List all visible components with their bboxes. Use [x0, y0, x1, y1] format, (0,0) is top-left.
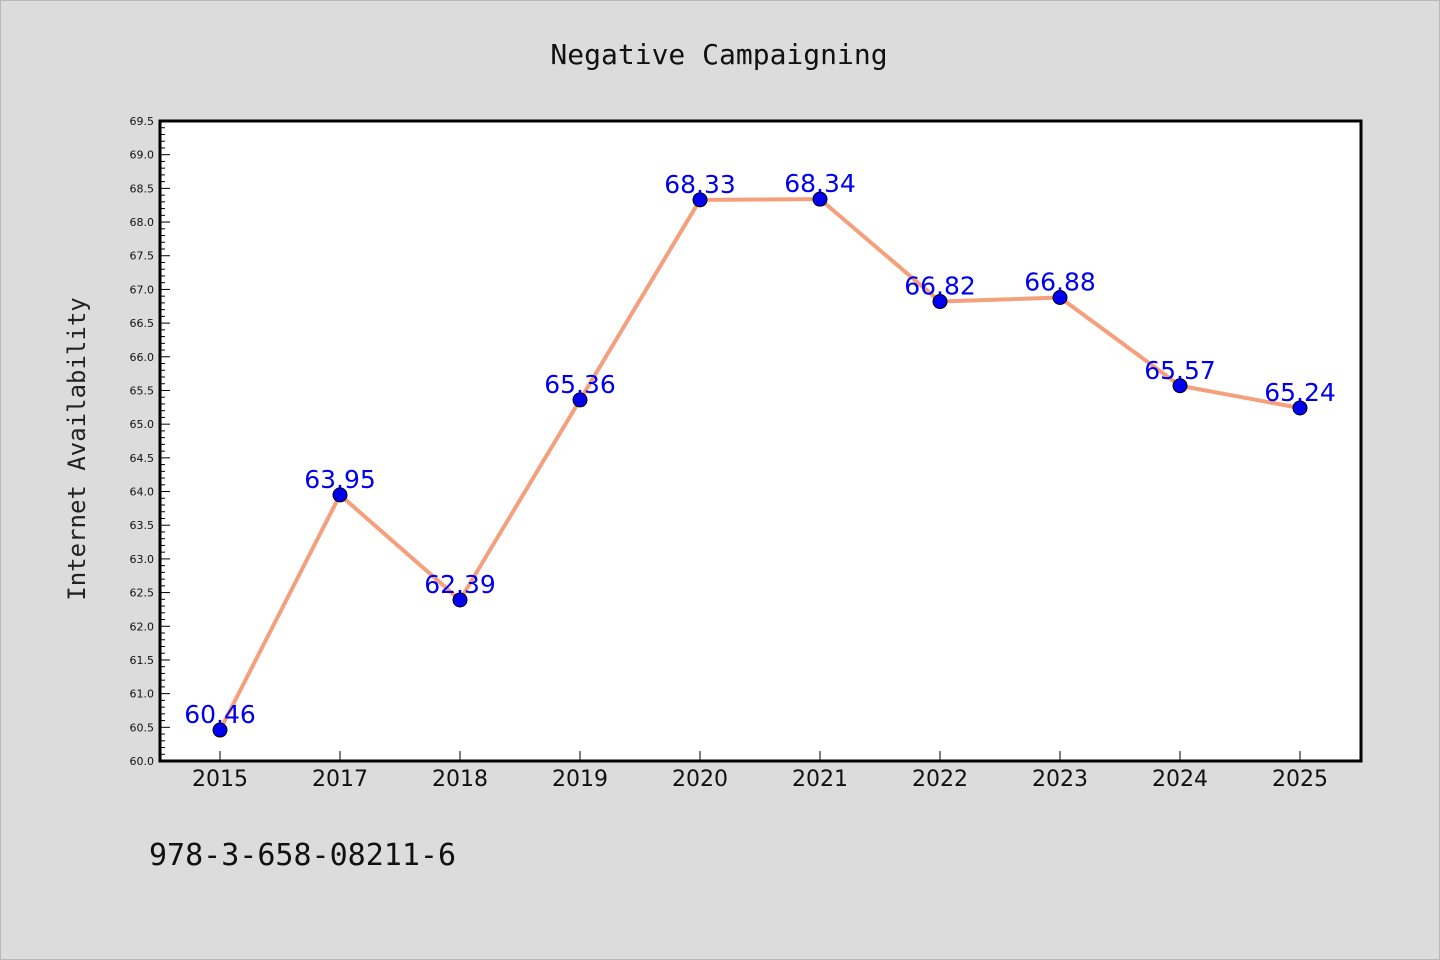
- x-tick-label: 2015: [192, 767, 248, 792]
- y-tick-label: 66.0: [130, 351, 155, 364]
- x-tick-label: 2017: [312, 767, 368, 792]
- data-point: [1292, 400, 1308, 416]
- y-tick-label: 61.0: [130, 688, 155, 701]
- data-label: 62.39: [424, 570, 496, 599]
- y-tick-label: 68.5: [130, 182, 155, 195]
- chart-title: Negative Campaigning: [550, 38, 887, 71]
- x-tick-label: 2020: [672, 767, 728, 792]
- data-point: [1172, 378, 1188, 394]
- data-point: [932, 294, 948, 310]
- x-tick-label: 2021: [792, 767, 848, 792]
- data-label: 63.95: [304, 465, 376, 494]
- y-tick-label: 65.0: [130, 418, 155, 431]
- x-tick-label: 2025: [1272, 767, 1328, 792]
- y-tick-label: 69.0: [130, 149, 155, 162]
- y-tick-label: 67.0: [130, 283, 155, 296]
- x-tick-label: 2024: [1152, 767, 1208, 792]
- data-point: [212, 722, 228, 738]
- x-axis-ticks: 2015 2017 2018 2019 2020 2021 2022 2023 2024 2025: [192, 751, 1328, 792]
- y-tick-label: 60.0: [130, 755, 155, 768]
- data-label: 66.82: [904, 272, 976, 301]
- footer-isbn: 978-3-658-08211-6: [149, 838, 456, 873]
- y-tick-label: 61.5: [130, 654, 155, 667]
- y-tick-label: 62.0: [130, 620, 155, 633]
- x-tick-label: 2022: [912, 767, 968, 792]
- x-tick-label: 2023: [1032, 767, 1088, 792]
- y-tick-label: 62.5: [130, 587, 155, 600]
- y-tick-label: 64.5: [130, 452, 155, 465]
- y-tick-label: 64.0: [130, 486, 155, 499]
- x-tick-label: 2019: [552, 767, 608, 792]
- y-tick-label: 60.5: [130, 721, 155, 734]
- data-label: 60.46: [184, 700, 256, 729]
- x-tick-label: 2018: [432, 767, 488, 792]
- data-label: 65.57: [1144, 356, 1216, 385]
- data-label: 68.33: [664, 170, 736, 199]
- data-point: [692, 192, 708, 208]
- data-label: 65.24: [1264, 378, 1336, 407]
- series-line: [218, 197, 1302, 733]
- data-point: [1052, 290, 1068, 306]
- y-axis-ticks: 60.0 60.5 61.0 61.5 62.0 62.5 63.0 63.5 64.0 64.5…: [130, 115, 170, 768]
- y-axis-label: Internet Availability: [63, 297, 91, 600]
- y-tick-label: 69.5: [130, 115, 155, 128]
- y-tick-label: 63.0: [130, 553, 155, 566]
- data-label: 65.36: [544, 370, 616, 399]
- y-tick-label: 67.5: [130, 250, 155, 263]
- y-tick-label: 66.5: [130, 317, 155, 330]
- plot-frame: [158, 119, 1363, 763]
- data-point: [572, 392, 588, 408]
- series-layer: 60.46 63.95 62.39 65.36 68.33 68.34 66.82 66.88…: [184, 169, 1336, 738]
- data-point: [812, 191, 828, 207]
- y-tick-label: 68.0: [130, 216, 155, 229]
- y-tick-label: 65.5: [130, 384, 155, 397]
- data-point: [332, 487, 348, 503]
- y-tick-label: 63.5: [130, 519, 155, 532]
- data-label: 68.34: [784, 169, 856, 198]
- data-point: [452, 592, 468, 608]
- data-label: 66.88: [1024, 268, 1096, 297]
- plot-area: [160, 121, 1361, 761]
